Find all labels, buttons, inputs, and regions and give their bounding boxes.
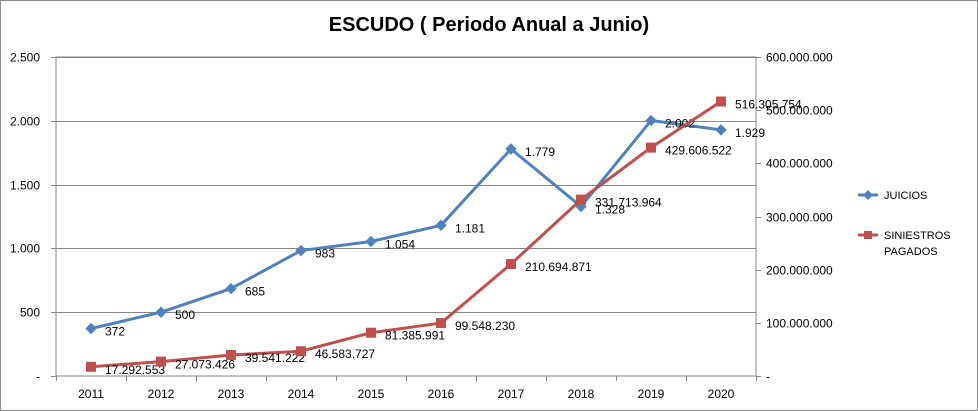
data-point-juicios	[715, 124, 727, 136]
data-label: 39.541.222	[245, 351, 305, 365]
data-label: 372	[105, 325, 125, 339]
y-right-tick-label: 100.000.000	[766, 317, 833, 331]
data-label: 983	[315, 247, 335, 261]
data-point-juicios	[365, 235, 377, 248]
data-point-siniestros	[86, 361, 96, 372]
y-right-tick-label: 500.000.000	[766, 104, 833, 118]
data-point-juicios	[435, 219, 447, 232]
data-label: 500	[175, 308, 195, 322]
x-tick-label: 2015	[358, 387, 385, 401]
y-left-tick-label: 1.500	[10, 179, 40, 193]
data-label: 27.073.426	[175, 358, 235, 372]
data-point-juicios	[505, 143, 517, 155]
y-right-tick-label: -	[766, 370, 770, 384]
legend-marker-square	[864, 231, 872, 239]
data-label: 1.054	[385, 238, 415, 252]
x-tick-label: 2014	[288, 387, 315, 401]
x-tick-label: 2019	[638, 387, 665, 401]
data-label: 17.292.553	[105, 363, 165, 377]
x-tick-label: 2013	[218, 387, 245, 401]
data-point-juicios	[295, 244, 307, 257]
x-tick-label: 2016	[428, 387, 455, 401]
chart-title: ESCUDO ( Periodo Anual a Junio)	[328, 14, 650, 36]
data-label: 429.606.522	[665, 144, 732, 158]
data-label: 2.002	[665, 117, 695, 131]
data-point-juicios	[155, 306, 167, 318]
y-left-tick-label: 500	[20, 306, 40, 320]
data-label: 1.181	[455, 221, 485, 235]
series-line-1	[90, 119, 722, 330]
legend-label: PAGADOS	[884, 246, 938, 258]
data-label: 81.385.991	[385, 329, 445, 343]
data-label: 210.694.871	[525, 260, 592, 274]
y-left-tick-label: 2.000	[10, 115, 40, 129]
x-tick-label: 2012	[148, 387, 175, 401]
data-point-siniestros	[646, 142, 656, 153]
y-left-tick-label: 1.000	[10, 242, 40, 256]
data-point-siniestros	[296, 346, 306, 357]
legend-label: SINIESTROS	[884, 230, 951, 242]
x-tick-label: 2011	[78, 387, 104, 401]
x-tick-label: 2020	[708, 387, 735, 401]
y-right-tick-label: 200.000.000	[766, 264, 833, 278]
data-point-siniestros	[226, 349, 236, 360]
legend-marker-diamond	[863, 190, 873, 200]
data-point-siniestros	[716, 96, 726, 107]
data-label: 1.929	[735, 126, 765, 140]
legend-label: JUICIOS	[884, 190, 927, 202]
data-point-siniestros	[506, 258, 516, 269]
data-label: 1.779	[525, 145, 555, 159]
x-tick-label: 2018	[568, 387, 595, 401]
data-label: 331.713.964	[595, 196, 662, 210]
y-left-tick-label: -	[36, 370, 40, 384]
data-label: 685	[245, 285, 265, 299]
y-right-tick-label: 600.000.000	[766, 51, 833, 65]
series-line-2	[90, 100, 722, 369]
y-left-tick-label: 2.500	[10, 51, 40, 65]
data-point-siniestros	[436, 318, 446, 329]
data-label: 1.328	[595, 203, 625, 217]
data-point-siniestros	[156, 356, 166, 367]
data-label: 46.583.727	[315, 347, 375, 361]
data-label: 99.548.230	[455, 319, 515, 333]
data-point-juicios	[645, 114, 657, 127]
data-point-juicios	[225, 282, 237, 295]
data-point-juicios	[85, 322, 97, 335]
y-right-tick-label: 300.000.000	[766, 211, 833, 225]
data-point-siniestros	[366, 327, 376, 338]
y-right-tick-label: 400.000.000	[766, 157, 833, 171]
data-label: 516.305.754	[735, 97, 802, 111]
x-tick-label: 2017	[498, 387, 525, 401]
data-point-siniestros	[576, 194, 586, 205]
